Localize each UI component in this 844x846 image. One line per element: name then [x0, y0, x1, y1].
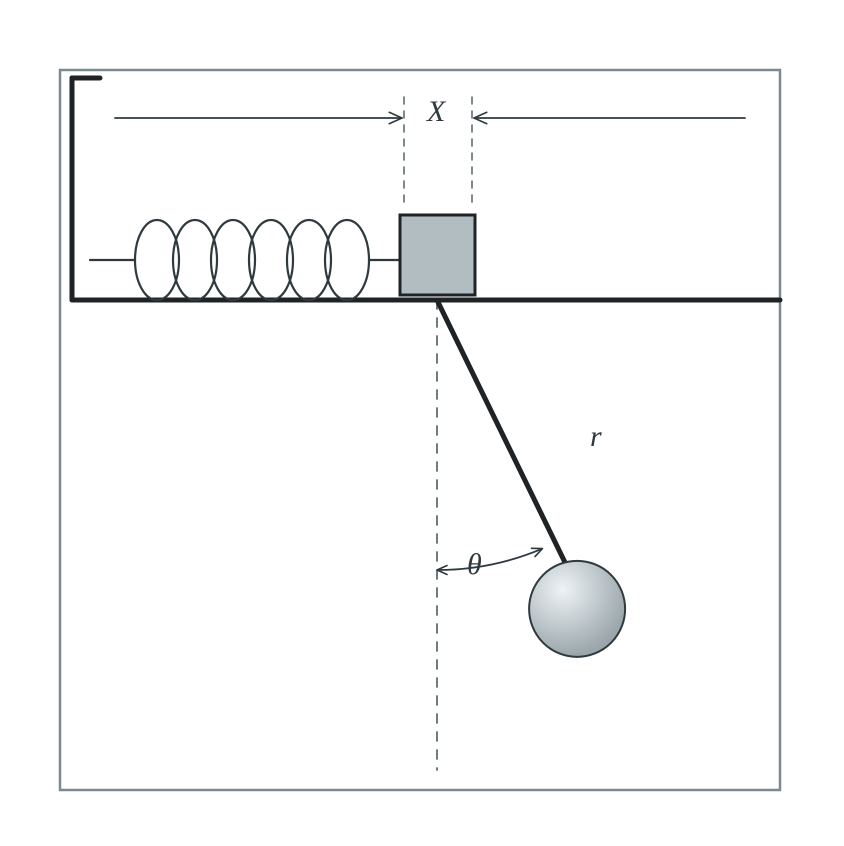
diagram-canvas: X r θ — [0, 0, 844, 846]
outer-frame — [60, 70, 780, 790]
diagram-svg — [0, 0, 844, 846]
label-theta: θ — [467, 548, 482, 582]
spring — [90, 220, 400, 300]
label-x: X — [427, 95, 445, 129]
label-r: r — [590, 420, 602, 454]
angle-theta — [437, 548, 542, 574]
pendulum — [437, 300, 625, 657]
block-mass — [400, 215, 475, 295]
